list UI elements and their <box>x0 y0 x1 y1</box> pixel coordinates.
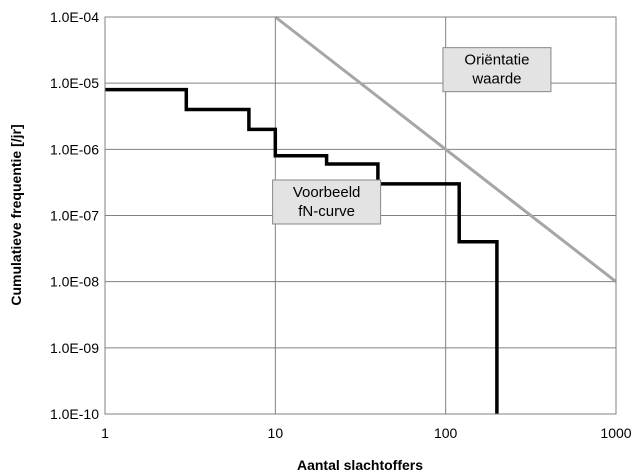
annotation-text-orientatie-1: waarde <box>471 71 521 88</box>
y-tick-label-2: 1.0E-06 <box>50 141 99 157</box>
tick-labels: 1 10 100 1000 1.0E-04 1.0E-05 1.0E-06 1.0E-07 1.… <box>50 9 632 441</box>
x-tick-label-2: 100 <box>434 425 458 441</box>
annotation-text-orientatie-0: Oriëntatie <box>464 52 529 69</box>
annotation-orientatie: Oriëntatie waarde <box>442 47 552 93</box>
y-tick-label-0: 1.0E-04 <box>50 9 99 25</box>
x-tick-label-1: 10 <box>268 425 284 441</box>
annotation-box-voorbeeld <box>272 179 382 225</box>
series-fn-curve <box>105 87 499 414</box>
y-tick-label-3: 1.0E-07 <box>50 208 99 224</box>
x-axis-label: Aantal slachtoffers <box>297 457 423 473</box>
annotation-text-voorbeeld-1: fN-curve <box>298 203 355 220</box>
annotation-box-orientatie <box>442 47 552 93</box>
y-tick-label-4: 1.0E-08 <box>50 274 99 290</box>
y-tick-label-5: 1.0E-09 <box>50 340 99 356</box>
annotation-voorbeeld: Voorbeeld fN-curve <box>272 179 382 225</box>
x-tick-label-3: 1000 <box>600 425 631 441</box>
series-layer <box>105 15 617 414</box>
annotations-layer: Oriëntatie waarde Voorbeeld fN-curve <box>272 47 552 225</box>
y-axis-label: Cumulatieve frequentie [/jr] <box>8 124 24 305</box>
plot-frame <box>104 16 617 415</box>
annotation-text-voorbeeld-0: Voorbeeld <box>293 184 361 201</box>
series-orientatiewaarde <box>274 15 617 283</box>
y-tick-label-1: 1.0E-05 <box>50 75 99 91</box>
y-tick-label-6: 1.0E-10 <box>50 406 99 422</box>
x-tick-label-0: 1 <box>101 425 109 441</box>
